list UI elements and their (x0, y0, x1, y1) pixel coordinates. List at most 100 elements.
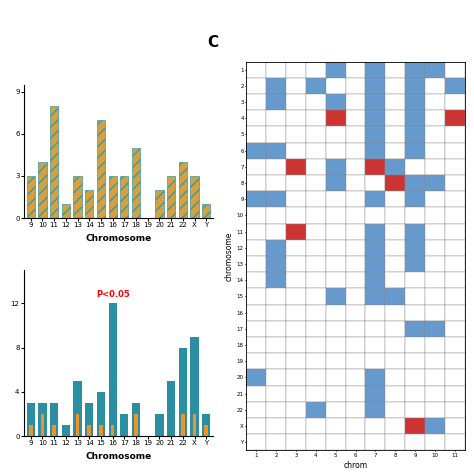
Bar (266, 288, 286, 305)
Bar (365, 369, 385, 385)
Bar (109, 303, 117, 436)
Bar (306, 159, 326, 175)
Bar (132, 403, 140, 436)
Bar (346, 224, 365, 240)
Bar (246, 240, 266, 256)
Bar (425, 208, 445, 224)
Bar (385, 159, 405, 175)
Bar (306, 110, 326, 127)
Bar (306, 240, 326, 256)
Bar (167, 176, 175, 218)
Bar (286, 208, 306, 224)
Bar (29, 425, 33, 436)
Bar (179, 347, 187, 436)
X-axis label: Chromosome: Chromosome (85, 452, 152, 461)
Bar (405, 305, 425, 321)
Bar (181, 414, 185, 436)
Bar (97, 392, 105, 436)
Bar (306, 256, 326, 272)
Bar (306, 224, 326, 240)
Bar (346, 402, 365, 418)
Bar (326, 256, 346, 272)
Bar (306, 143, 326, 159)
X-axis label: Chromosome: Chromosome (85, 234, 152, 243)
Text: C: C (207, 35, 219, 50)
Bar (286, 321, 306, 337)
Bar (405, 110, 425, 127)
Bar (286, 305, 306, 321)
Bar (405, 434, 425, 450)
Bar (425, 127, 445, 143)
Bar (385, 434, 405, 450)
Bar (266, 353, 286, 369)
Bar (405, 175, 425, 191)
Bar (365, 191, 385, 208)
Bar (246, 175, 266, 191)
Bar (365, 94, 385, 110)
Bar (326, 94, 346, 110)
Bar (246, 143, 266, 159)
Bar (445, 94, 465, 110)
Bar (266, 110, 286, 127)
Bar (445, 288, 465, 305)
Bar (306, 127, 326, 143)
Bar (365, 418, 385, 434)
Bar (306, 94, 326, 110)
Bar (27, 403, 35, 436)
Bar (445, 62, 465, 78)
Bar (326, 385, 346, 402)
Bar (405, 62, 425, 78)
Bar (246, 256, 266, 272)
X-axis label: chrom: chrom (344, 461, 367, 470)
Bar (326, 62, 346, 78)
Bar (365, 402, 385, 418)
Bar (134, 414, 138, 436)
Bar (326, 110, 346, 127)
Bar (286, 224, 306, 240)
Bar (266, 159, 286, 175)
Bar (346, 110, 365, 127)
Bar (132, 148, 140, 218)
Bar (445, 402, 465, 418)
Bar (326, 288, 346, 305)
Bar (266, 434, 286, 450)
Bar (326, 418, 346, 434)
Bar (445, 256, 465, 272)
Bar (405, 256, 425, 272)
Bar (365, 256, 385, 272)
Bar (246, 434, 266, 450)
Bar (286, 78, 306, 94)
Bar (405, 385, 425, 402)
Bar (286, 127, 306, 143)
Bar (445, 159, 465, 175)
Bar (286, 240, 306, 256)
Bar (246, 337, 266, 353)
Bar (385, 94, 405, 110)
Bar (326, 434, 346, 450)
Bar (405, 78, 425, 94)
Bar (346, 127, 365, 143)
Bar (286, 175, 306, 191)
Bar (286, 159, 306, 175)
Bar (266, 385, 286, 402)
Bar (405, 369, 425, 385)
Bar (445, 127, 465, 143)
Bar (246, 62, 266, 78)
Bar (405, 288, 425, 305)
Bar (365, 240, 385, 256)
Bar (286, 94, 306, 110)
Bar (27, 176, 35, 218)
Bar (365, 224, 385, 240)
Bar (326, 353, 346, 369)
Bar (385, 240, 405, 256)
Bar (385, 191, 405, 208)
Bar (87, 425, 91, 436)
Bar (425, 385, 445, 402)
Bar (445, 353, 465, 369)
Bar (365, 78, 385, 94)
Bar (326, 127, 346, 143)
Bar (286, 143, 306, 159)
Bar (266, 272, 286, 288)
Bar (365, 127, 385, 143)
Bar (326, 337, 346, 353)
